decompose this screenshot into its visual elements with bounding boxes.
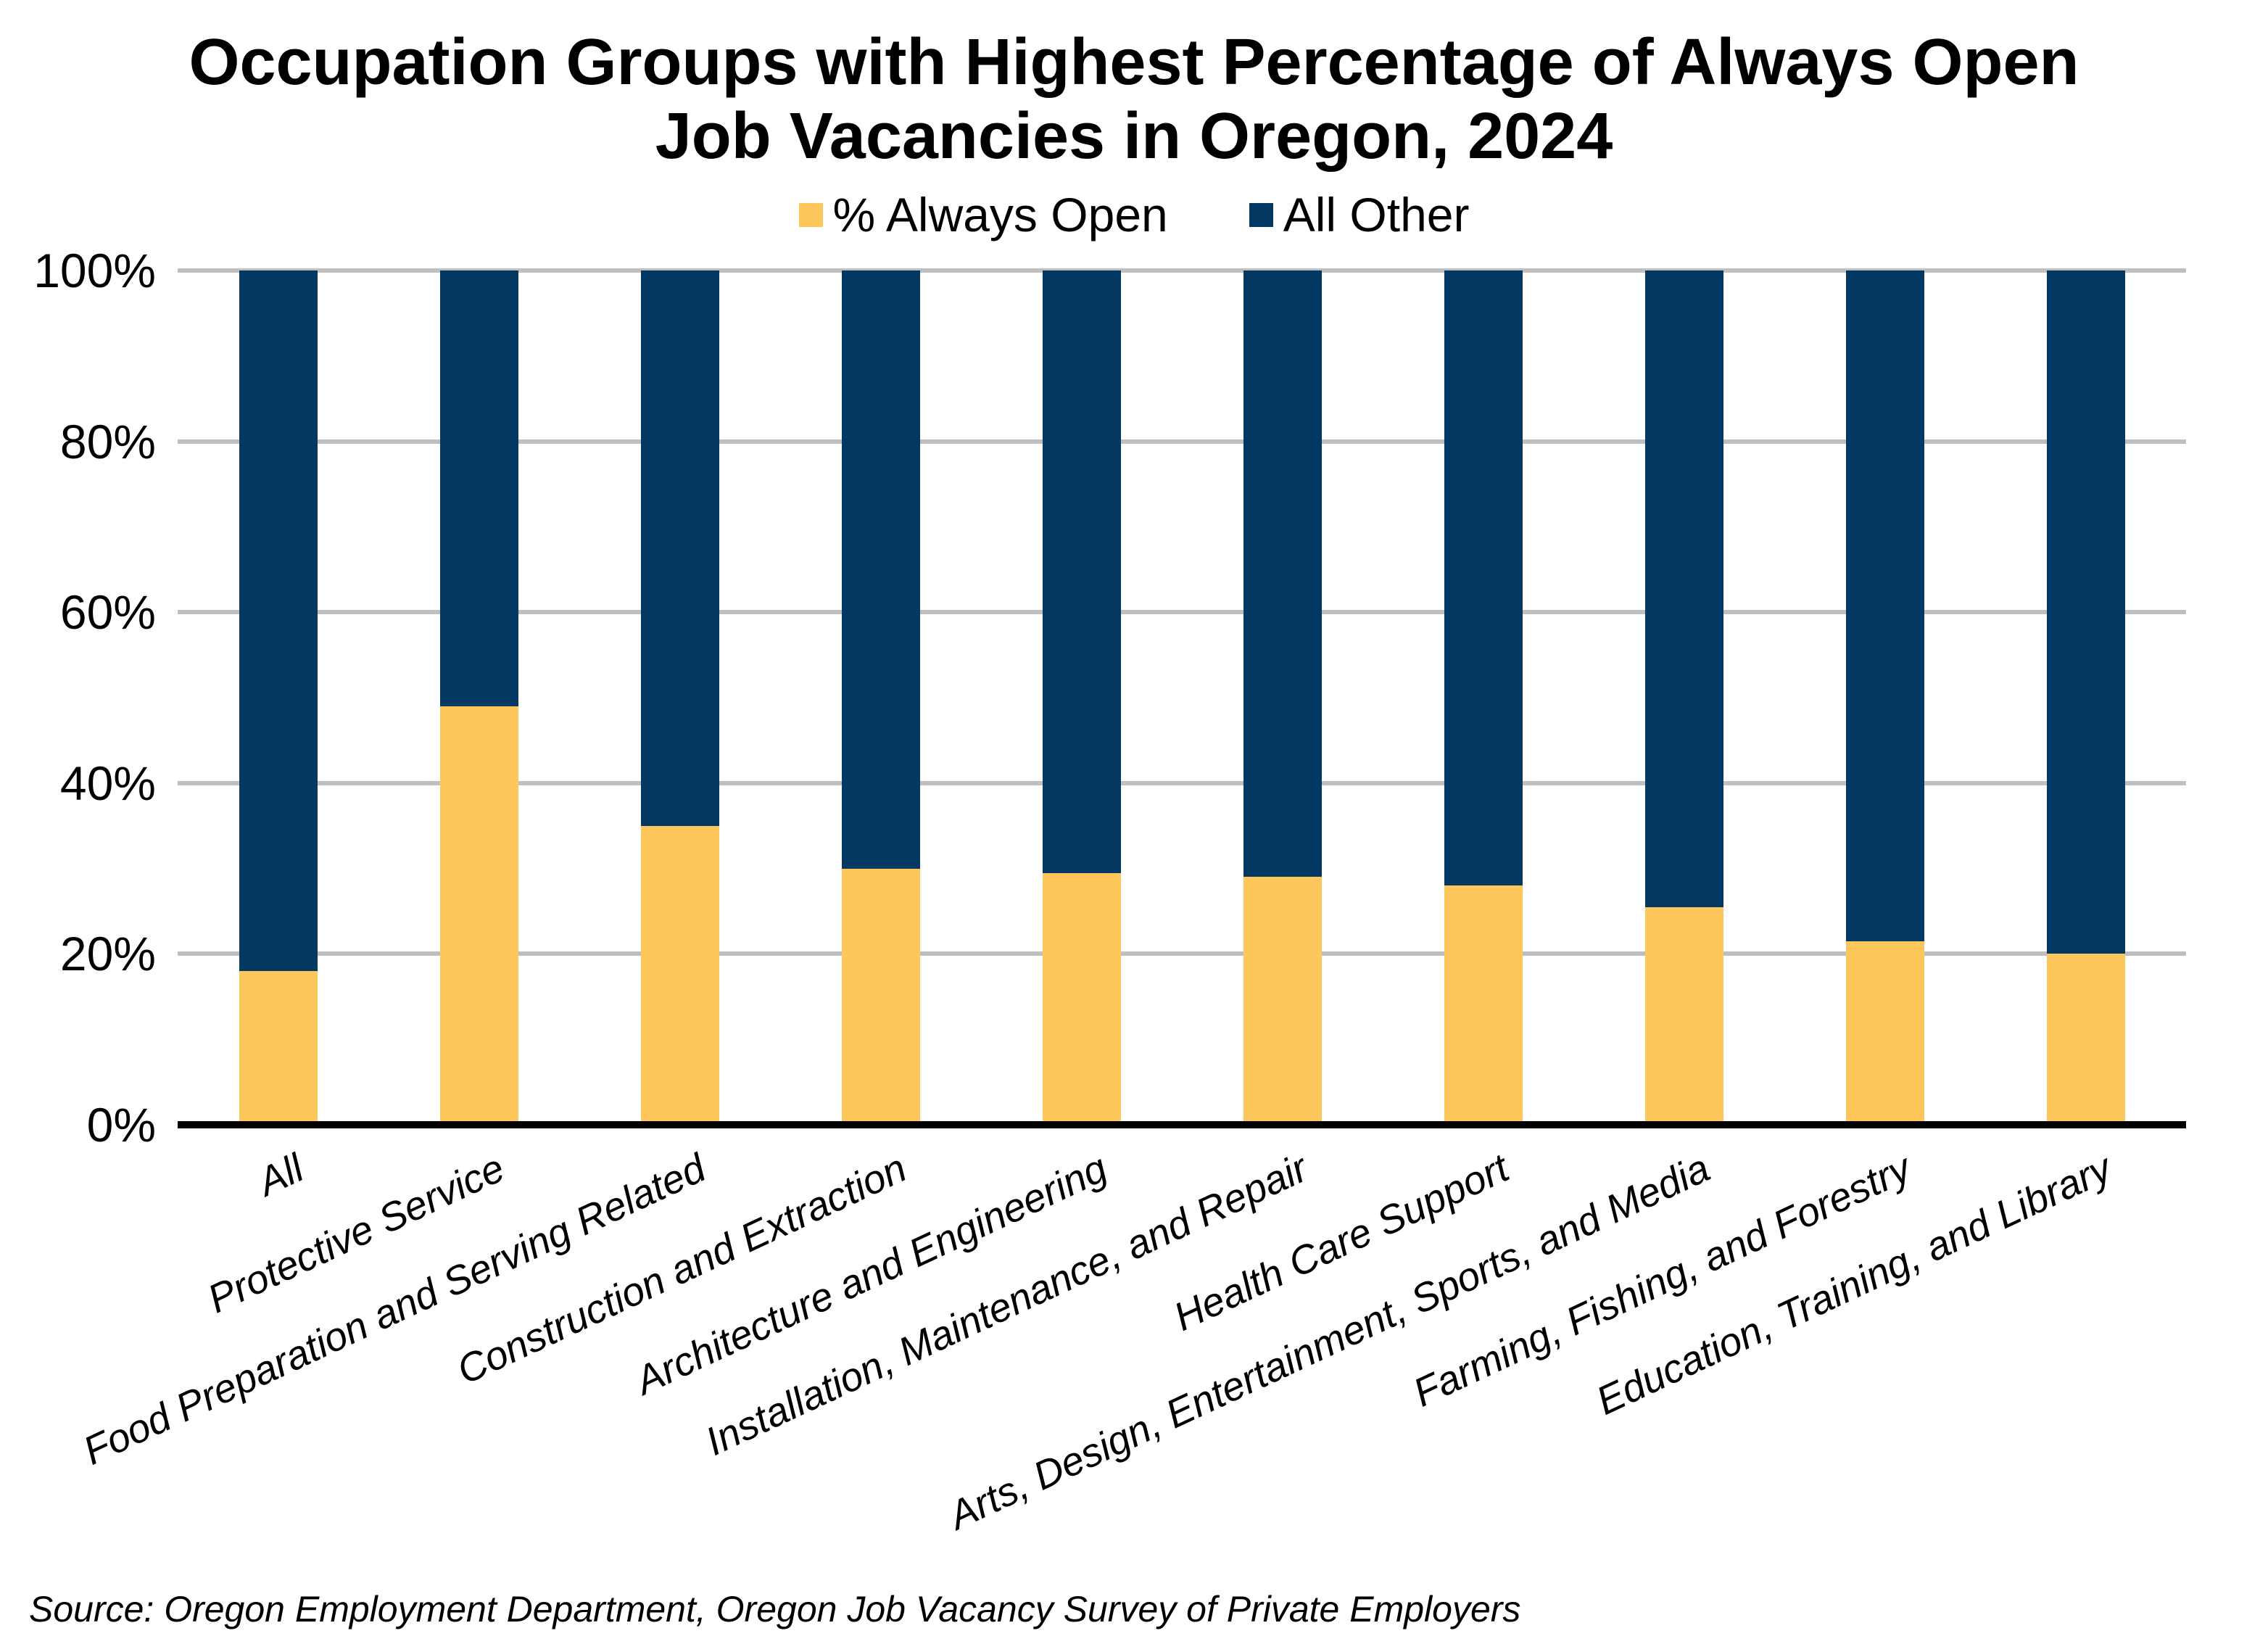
legend-item-always-open: % Always Open bbox=[798, 187, 1168, 242]
y-axis-label: 20% bbox=[59, 927, 156, 981]
bar bbox=[640, 270, 719, 1125]
y-axis-label: 0% bbox=[86, 1098, 156, 1152]
x-axis-line bbox=[178, 1121, 2186, 1128]
plot-area bbox=[178, 268, 2186, 1128]
bar-segment-all-other bbox=[1444, 270, 1523, 886]
bar-segment-all-other bbox=[239, 270, 318, 971]
legend-swatch-always-open bbox=[798, 202, 823, 227]
bar bbox=[1042, 270, 1121, 1125]
bars bbox=[178, 270, 2186, 1125]
bar bbox=[2046, 270, 2125, 1125]
bar-segment-always-open bbox=[1845, 941, 1924, 1125]
bar-segment-always-open bbox=[1243, 877, 1322, 1125]
x-axis-label: All bbox=[251, 1144, 311, 1205]
bar-segment-all-other bbox=[1845, 270, 1924, 941]
legend-swatch-all-other bbox=[1249, 202, 1273, 227]
bar bbox=[1845, 270, 1924, 1125]
bar bbox=[841, 270, 920, 1125]
source-note: Source: Oregon Employment Department, Or… bbox=[29, 1589, 1521, 1629]
bar-segment-all-other bbox=[1243, 270, 1322, 877]
gridline bbox=[178, 780, 2186, 785]
bar-segment-all-other bbox=[2046, 270, 2125, 954]
gridline bbox=[178, 439, 2186, 444]
bar-segment-always-open bbox=[239, 970, 318, 1125]
legend: % Always Open All Other bbox=[0, 187, 2268, 242]
legend-item-all-other: All Other bbox=[1249, 187, 1470, 242]
bar bbox=[1444, 270, 1523, 1125]
y-axis-label: 80% bbox=[59, 414, 156, 468]
bar-segment-always-open bbox=[1644, 906, 1723, 1125]
y-axis-label: 100% bbox=[33, 244, 156, 297]
chart-title-line-1: Occupation Groups with Highest Percentag… bbox=[189, 26, 2079, 99]
y-axis-label: 60% bbox=[59, 585, 156, 640]
chart-title-line-2: Job Vacancies in Oregon, 2024 bbox=[655, 99, 1613, 173]
bar-segment-all-other bbox=[640, 270, 719, 826]
bar-segment-always-open bbox=[640, 825, 719, 1125]
bar-segment-all-other bbox=[841, 270, 920, 869]
bar bbox=[1644, 270, 1723, 1125]
bar-segment-all-other bbox=[1644, 270, 1723, 907]
gridline bbox=[178, 951, 2186, 957]
bar-segment-always-open bbox=[1042, 872, 1121, 1125]
gridline bbox=[178, 610, 2186, 615]
bar-segment-always-open bbox=[2046, 954, 2125, 1125]
bar-segment-all-other bbox=[1042, 270, 1121, 873]
bar-segment-always-open bbox=[439, 706, 518, 1125]
gridline bbox=[178, 268, 2186, 273]
bar-segment-always-open bbox=[841, 868, 920, 1125]
bar-segment-all-other bbox=[439, 270, 518, 706]
chart-title: Occupation Groups with Highest Percentag… bbox=[0, 26, 2268, 173]
bar bbox=[239, 270, 318, 1125]
bar bbox=[439, 270, 518, 1125]
bar bbox=[1243, 270, 1322, 1125]
legend-label-always-open: % Always Open bbox=[832, 188, 1168, 241]
y-axis-label: 40% bbox=[59, 756, 156, 810]
legend-label-all-other: All Other bbox=[1283, 188, 1470, 241]
bar-segment-always-open bbox=[1444, 885, 1523, 1125]
